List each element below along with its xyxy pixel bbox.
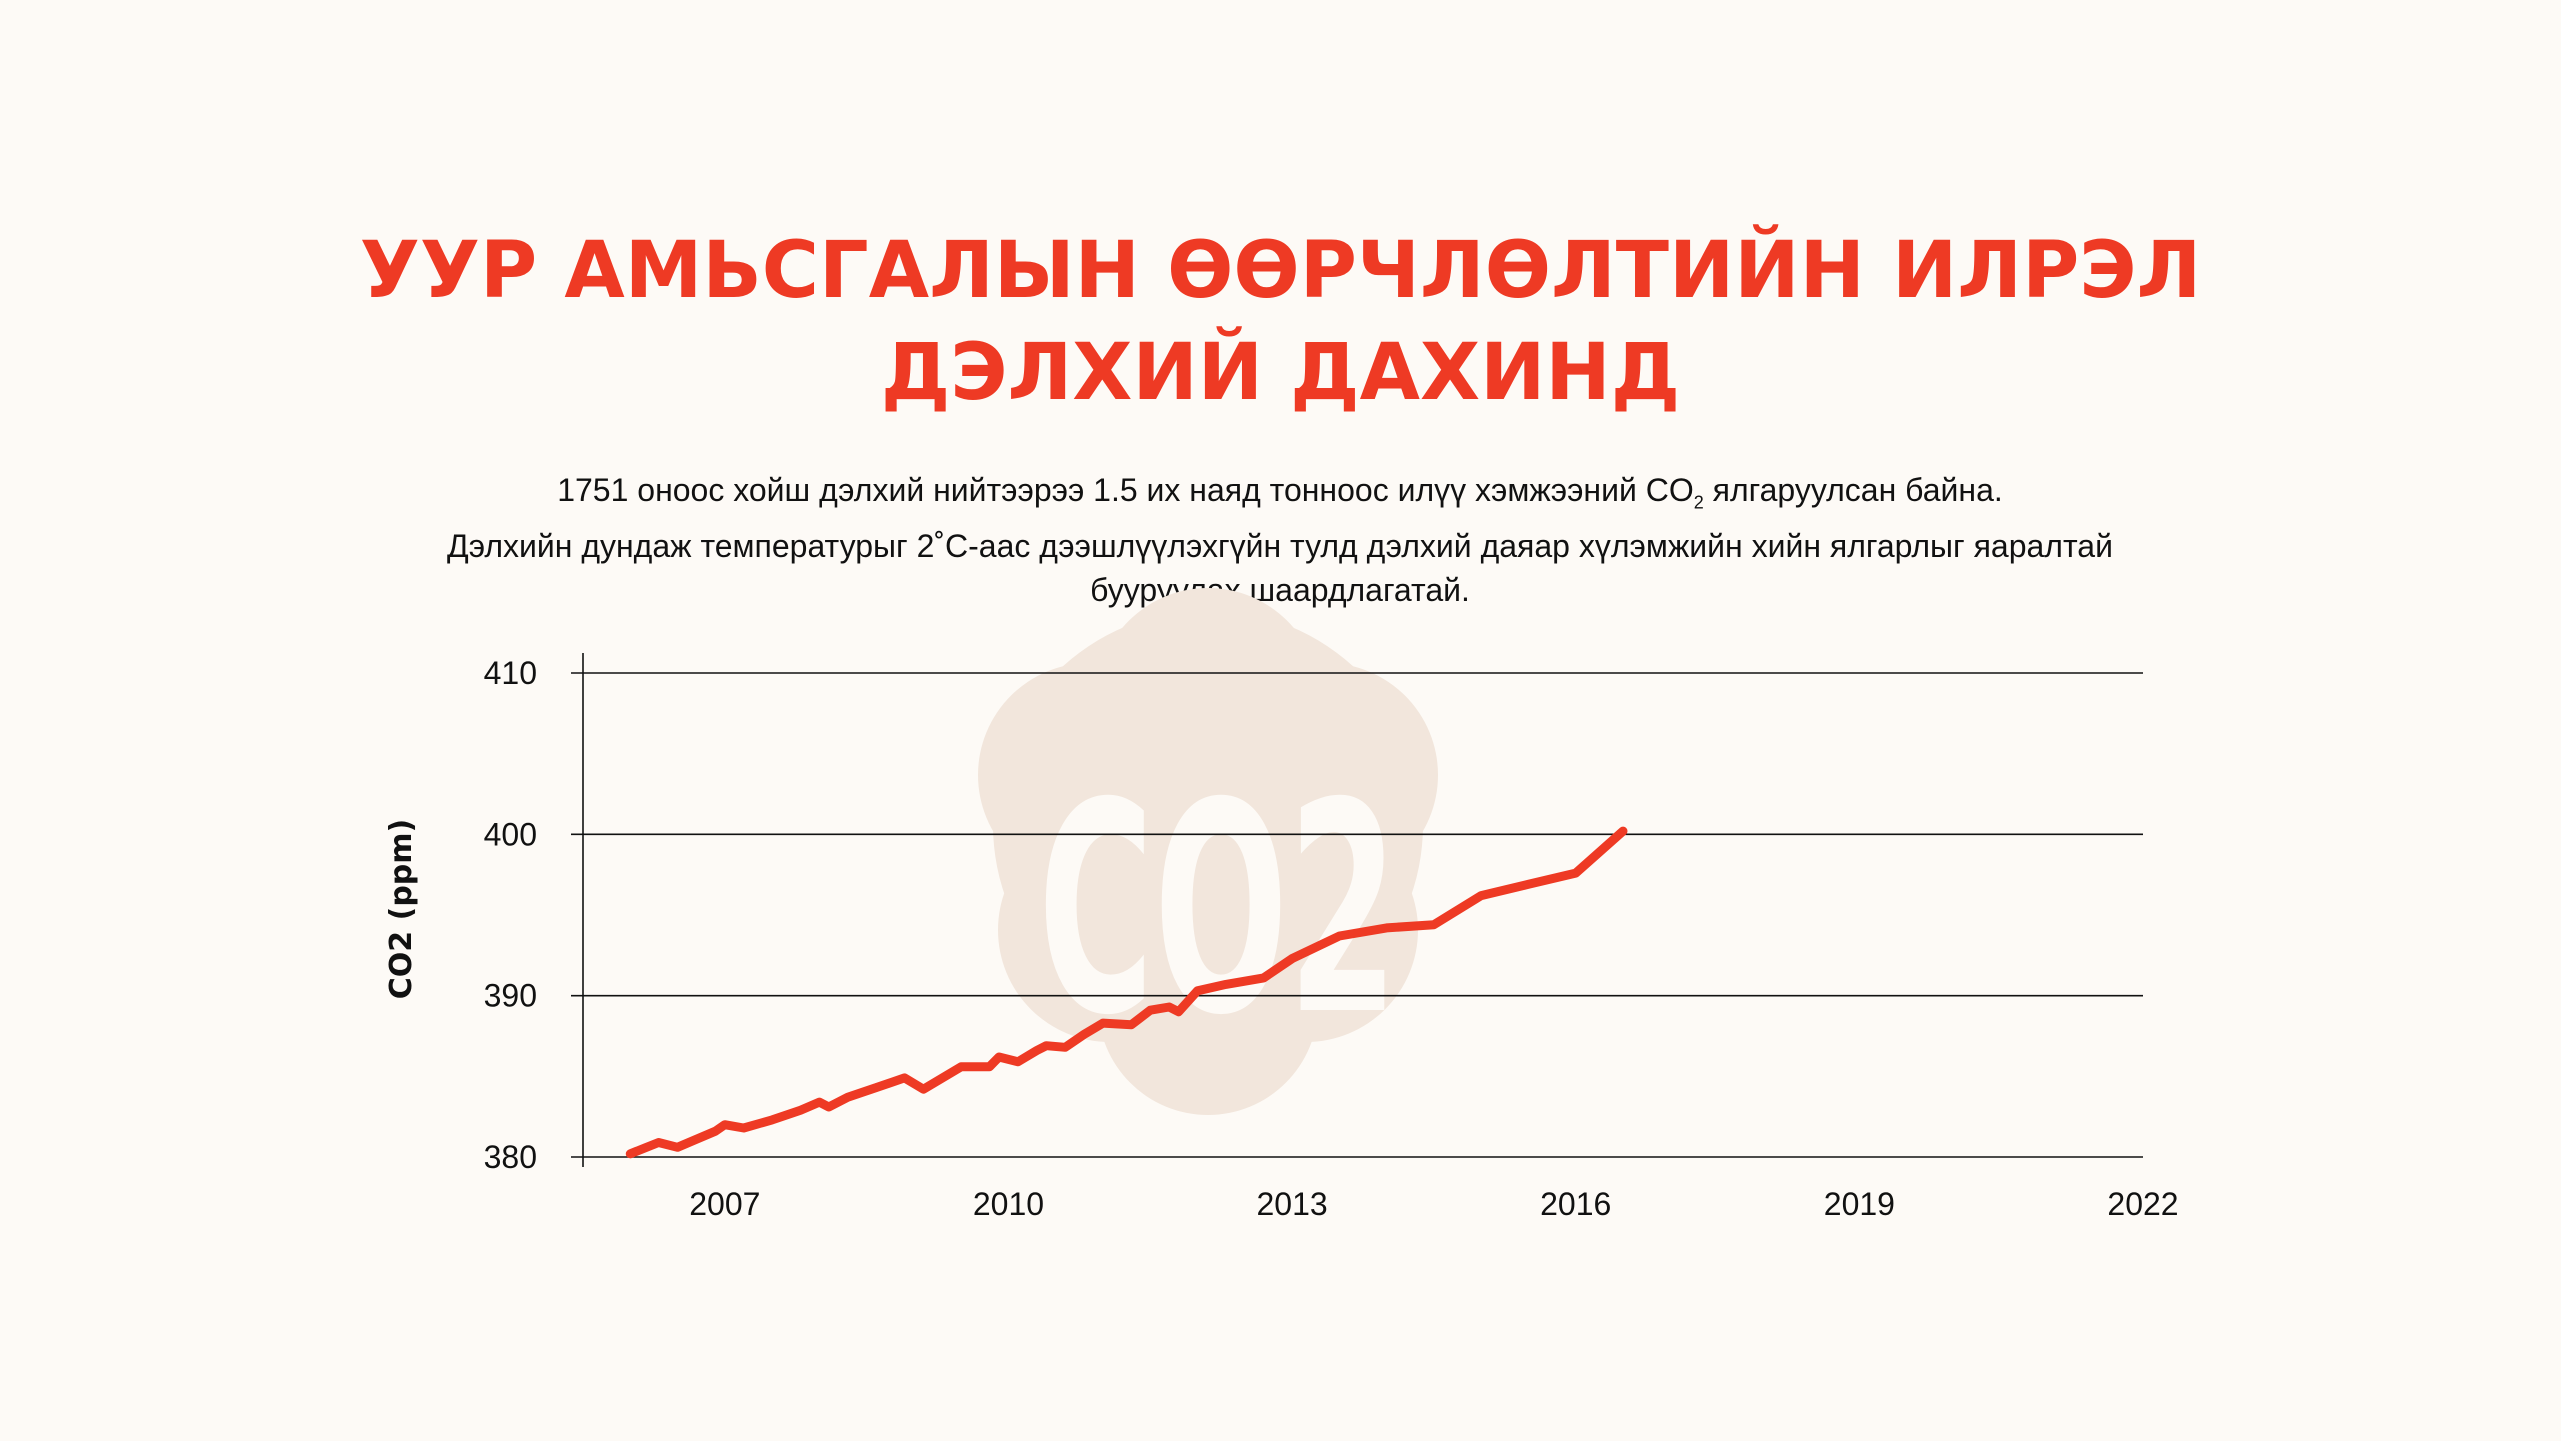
x-tick-label-2010: 2010 xyxy=(973,1186,1044,1222)
x-tick-label-2007: 2007 xyxy=(689,1186,760,1222)
subtitle-line-1-text: 1751 оноос хойш дэлхий нийтээрээ 1.5 их … xyxy=(557,472,1694,508)
x-tick-label-2019: 2019 xyxy=(1824,1186,1895,1222)
subtitle-line-2: Дэлхийн дундаж температурыг 2˚C-аас дээш… xyxy=(447,528,2113,565)
y-tick-label-400: 400 xyxy=(484,816,537,852)
page-title-line-2: ДЭЛХИЙ ДАХИНД xyxy=(880,328,1681,418)
x-tick-label-2022: 2022 xyxy=(2107,1186,2178,1222)
y-tick-label-380: 380 xyxy=(484,1139,537,1175)
subtitle-line-1-end: ялгаруулсан байна. xyxy=(1703,472,2003,508)
x-tick-label-2016: 2016 xyxy=(1540,1186,1611,1222)
chart-axes: 380 390 400 410 2007 2010 2013 2016 2019 2022 xyxy=(484,653,2179,1222)
page-title-line-1: УУР АМЬСГАЛЫН ӨӨРЧЛӨЛТИЙН ИЛРЭЛ xyxy=(359,226,2202,316)
subtitle-line-1: 1751 оноос хойш дэлхий нийтээрээ 1.5 их … xyxy=(280,468,2280,524)
y-tick-label-390: 390 xyxy=(484,978,537,1014)
page-subtitle: 1751 оноос хойш дэлхий нийтээрээ 1.5 их … xyxy=(280,468,2280,612)
chart-grid xyxy=(571,672,2143,1158)
badge-cloud-lobe-bottom xyxy=(1098,895,1318,1115)
subtitle-subscript: 2 xyxy=(1693,492,1704,513)
series-line-0 xyxy=(625,826,1628,1159)
chart-series xyxy=(625,826,1628,1159)
y-axis-title: CO2 (ppm) xyxy=(384,819,419,999)
y-tick-label-410: 410 xyxy=(484,655,537,691)
x-tick-label-2013: 2013 xyxy=(1256,1186,1327,1222)
page-title: УУР АМЬСГАЛЫН ӨӨРЧЛӨЛТИЙН ИЛРЭЛ ДЭЛХИЙ Д… xyxy=(0,220,2561,424)
cloud-co2-icon: CO2 xyxy=(978,588,1438,1115)
